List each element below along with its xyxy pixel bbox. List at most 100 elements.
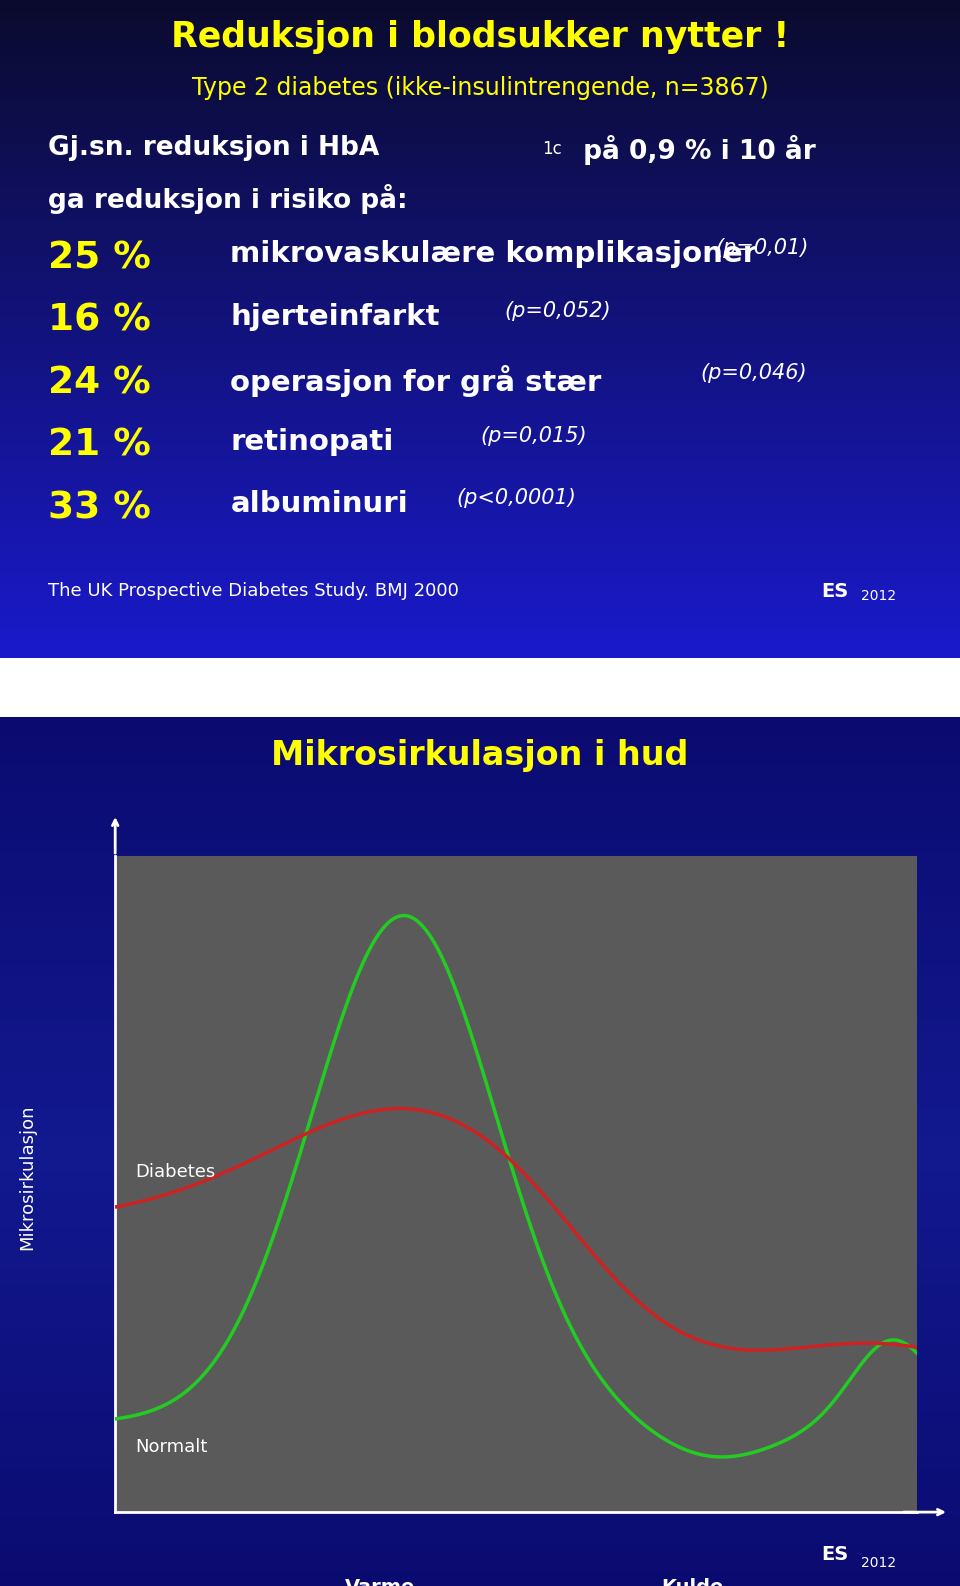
Bar bbox=[0, 500, 960, 503]
Bar bbox=[0, 70, 960, 73]
Bar bbox=[0, 339, 960, 343]
Bar bbox=[0, 325, 960, 330]
Bar bbox=[0, 799, 960, 804]
Bar bbox=[0, 952, 960, 956]
Bar bbox=[0, 1216, 960, 1221]
Bar bbox=[0, 89, 960, 92]
Bar bbox=[0, 1426, 960, 1429]
Bar bbox=[0, 839, 960, 842]
Bar bbox=[0, 822, 960, 825]
Bar bbox=[0, 546, 960, 550]
Bar bbox=[0, 105, 960, 108]
Bar bbox=[0, 899, 960, 904]
Bar bbox=[0, 539, 960, 542]
Bar bbox=[0, 184, 960, 187]
Bar bbox=[0, 220, 960, 224]
Bar bbox=[0, 1099, 960, 1104]
Text: 2012: 2012 bbox=[861, 588, 897, 603]
Bar bbox=[0, 1221, 960, 1226]
Bar bbox=[0, 606, 960, 609]
Text: 1c: 1c bbox=[542, 140, 563, 157]
Bar bbox=[0, 1461, 960, 1464]
Bar bbox=[0, 336, 960, 339]
Bar bbox=[0, 1312, 960, 1316]
Bar bbox=[0, 379, 960, 382]
Bar bbox=[0, 964, 960, 969]
Bar bbox=[0, 1182, 960, 1186]
Bar bbox=[0, 116, 960, 119]
Bar bbox=[0, 319, 960, 322]
Bar bbox=[0, 155, 960, 159]
Bar bbox=[0, 752, 960, 757]
Bar bbox=[0, 999, 960, 1004]
Bar bbox=[0, 273, 960, 276]
Bar bbox=[0, 1047, 960, 1052]
Text: Mikrosirkulasjon i hud: Mikrosirkulasjon i hud bbox=[272, 739, 688, 772]
Bar bbox=[0, 1286, 960, 1291]
Bar bbox=[0, 447, 960, 450]
Bar bbox=[0, 1504, 960, 1508]
Bar bbox=[0, 1511, 960, 1516]
Text: Varme: Varme bbox=[345, 1578, 415, 1586]
Bar bbox=[0, 1017, 960, 1021]
Bar bbox=[0, 1059, 960, 1064]
Text: ga reduksjon i risiko på:: ga reduksjon i risiko på: bbox=[48, 184, 408, 214]
Bar bbox=[0, 1134, 960, 1139]
Bar bbox=[0, 615, 960, 619]
Text: 21 %: 21 % bbox=[48, 428, 151, 463]
Bar bbox=[0, 457, 960, 460]
Bar bbox=[0, 187, 960, 190]
Bar bbox=[0, 947, 960, 952]
Bar bbox=[0, 939, 960, 942]
Bar bbox=[0, 982, 960, 986]
Bar bbox=[0, 1117, 960, 1121]
Bar bbox=[0, 585, 960, 588]
Bar bbox=[0, 1243, 960, 1247]
Bar bbox=[0, 909, 960, 912]
Bar bbox=[0, 652, 960, 655]
Bar bbox=[0, 135, 960, 138]
Bar bbox=[0, 1429, 960, 1434]
Bar bbox=[0, 224, 960, 227]
Bar bbox=[0, 1186, 960, 1191]
Bar bbox=[0, 201, 960, 205]
Bar bbox=[0, 62, 960, 65]
Bar bbox=[0, 1199, 960, 1204]
Bar bbox=[0, 1464, 960, 1469]
Bar bbox=[0, 1269, 960, 1274]
Bar bbox=[0, 917, 960, 921]
Bar bbox=[0, 102, 960, 105]
Bar bbox=[0, 655, 960, 658]
Bar bbox=[0, 1139, 960, 1144]
Bar bbox=[0, 887, 960, 891]
Bar bbox=[0, 282, 960, 287]
Bar bbox=[0, 306, 960, 309]
Bar bbox=[0, 171, 960, 174]
Bar bbox=[0, 722, 960, 725]
Bar bbox=[0, 1391, 960, 1394]
Bar bbox=[0, 1299, 960, 1304]
Bar bbox=[0, 1569, 960, 1573]
Bar bbox=[0, 530, 960, 533]
Bar bbox=[0, 912, 960, 917]
Bar bbox=[0, 174, 960, 178]
Bar bbox=[0, 1578, 960, 1581]
Bar bbox=[0, 934, 960, 939]
Bar bbox=[0, 1469, 960, 1473]
Bar bbox=[0, 795, 960, 799]
Bar bbox=[0, 95, 960, 98]
Bar bbox=[0, 236, 960, 239]
Bar bbox=[0, 125, 960, 128]
Bar bbox=[0, 92, 960, 95]
Bar bbox=[0, 474, 960, 477]
Bar bbox=[0, 438, 960, 441]
Bar bbox=[0, 1209, 960, 1212]
Bar bbox=[0, 1044, 960, 1047]
Bar bbox=[0, 742, 960, 747]
Bar bbox=[0, 1104, 960, 1109]
Bar bbox=[0, 634, 960, 639]
Bar bbox=[0, 197, 960, 201]
Bar bbox=[0, 760, 960, 764]
Bar bbox=[0, 477, 960, 481]
Bar bbox=[0, 812, 960, 817]
